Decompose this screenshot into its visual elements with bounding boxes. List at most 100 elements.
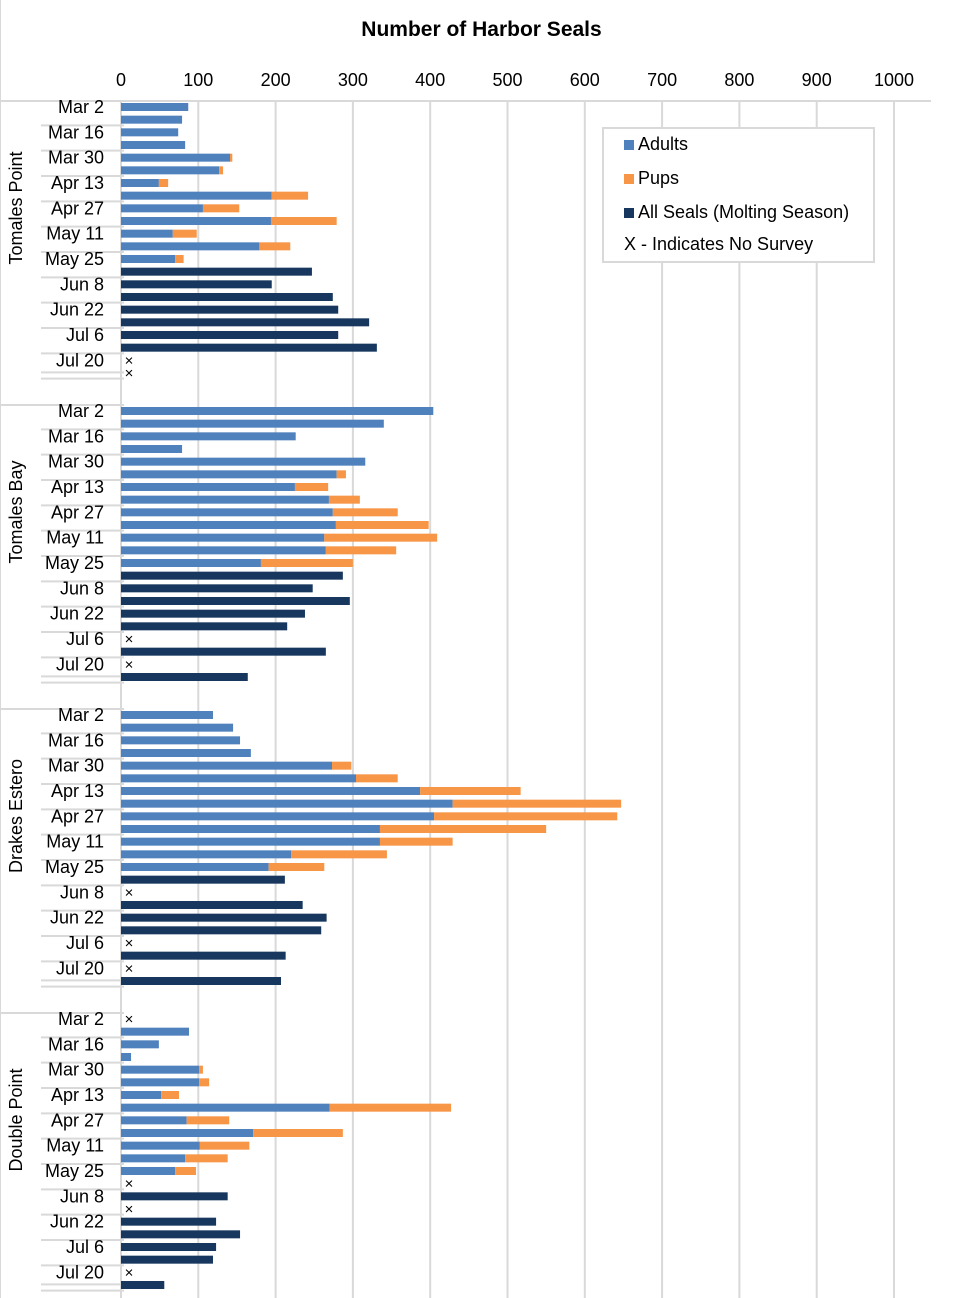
category-label: Mar 16: [48, 122, 104, 142]
bar-all-seals: [121, 267, 312, 276]
bar-all-seals: [121, 913, 327, 922]
bar-adults: [121, 774, 356, 783]
category-label: Jun 22: [50, 908, 104, 928]
bar-all-seals: [121, 293, 333, 301]
bar-adults: [121, 1040, 159, 1049]
category-label: Jul 6: [66, 629, 104, 649]
bar-all-seals: [121, 875, 285, 884]
legend-swatch-pups: [624, 173, 634, 184]
bar-pups: [202, 204, 240, 213]
bar-pups: [175, 1167, 196, 1175]
bar-adults: [121, 559, 261, 567]
category-label: Mar 2: [58, 705, 104, 725]
bar-pups: [355, 774, 398, 783]
bar-adults: [121, 255, 176, 263]
category-label: May 11: [46, 224, 104, 244]
x-tick-label: 100: [183, 70, 213, 90]
group-label: Drakes Estero: [6, 759, 26, 873]
category-label: Mar 30: [48, 452, 104, 472]
bar-adults: [121, 115, 183, 124]
bar-adults: [121, 242, 260, 251]
no-survey-marker: ×: [125, 1011, 134, 1028]
category-label: May 11: [46, 1136, 104, 1156]
chart-title: Number of Harbor Seals: [361, 18, 602, 41]
bar-pups: [270, 217, 337, 225]
group-label: Tomales Bay: [6, 460, 26, 563]
bar-adults: [121, 863, 269, 871]
legend-label: Pups: [638, 168, 680, 188]
no-survey-marker: ×: [125, 1201, 134, 1218]
x-tick-label: 700: [647, 70, 677, 90]
bar-adults: [121, 128, 179, 137]
legend-item-all-seals: All Seals (Molting Season): [624, 202, 849, 223]
bar-pups: [294, 483, 329, 491]
category-label: Mar 2: [58, 1009, 104, 1029]
bar-pups: [253, 1129, 343, 1137]
category-label: May 11: [46, 832, 104, 852]
bar-all-seals: [121, 1230, 241, 1239]
x-tick-label: 500: [492, 70, 522, 90]
bar-all-seals: [121, 1192, 228, 1201]
legend-item-pups: Pups: [624, 168, 679, 189]
bar-adults: [121, 1065, 200, 1074]
no-survey-marker: ×: [125, 352, 134, 369]
bar-adults: [121, 812, 435, 821]
no-survey-marker: ×: [125, 1264, 134, 1281]
bar-pups: [291, 850, 387, 859]
bar-adults: [121, 521, 336, 529]
legend-item-no-survey: X - Indicates No Survey: [624, 234, 813, 255]
bar-pups: [452, 799, 622, 808]
bar-pups: [328, 495, 360, 504]
category-label: Apr 27: [51, 502, 104, 522]
bar-adults: [121, 191, 272, 200]
group-label: Double Point: [6, 1068, 26, 1171]
bar-adults: [121, 470, 337, 479]
no-survey-marker: ×: [125, 960, 134, 977]
bar-pups: [185, 1154, 228, 1163]
bar-adults: [121, 1129, 254, 1137]
bar-pups: [379, 837, 453, 846]
bar-all-seals: [121, 951, 286, 960]
bar-adults: [121, 153, 230, 162]
no-survey-marker: ×: [125, 1176, 134, 1193]
no-survey-marker: ×: [125, 631, 134, 648]
bar-pups: [161, 1091, 179, 1099]
x-tick-label: 300: [338, 70, 368, 90]
bar-all-seals: [121, 280, 272, 289]
legend: Adults Pups All Seals (Molting Season) X…: [602, 127, 875, 263]
legend-label: X - Indicates No Survey: [624, 234, 814, 254]
bar-all-seals: [121, 1281, 165, 1289]
category-label: Jun 8: [60, 882, 104, 902]
bar-adults: [121, 533, 325, 542]
category-label: Jun 8: [60, 1186, 104, 1206]
category-label: Mar 30: [48, 756, 104, 776]
category-label: Jul 20: [56, 350, 104, 370]
bar-all-seals: [121, 305, 339, 314]
category-label: Jul 6: [66, 1237, 104, 1257]
category-label: May 25: [45, 1161, 104, 1181]
bar-pups: [335, 521, 429, 529]
category-label: Mar 2: [58, 401, 104, 421]
category-label: May 11: [46, 528, 104, 548]
no-survey-marker: ×: [125, 365, 134, 382]
bar-adults: [121, 419, 384, 428]
legend-swatch-adults: [624, 139, 634, 150]
bar-pups: [199, 1078, 210, 1087]
category-label: Apr 27: [51, 198, 104, 218]
category-label: Jun 22: [50, 1212, 104, 1232]
bar-adults: [121, 103, 189, 111]
x-tick-label: 1000: [874, 70, 914, 90]
bar-adults: [121, 825, 380, 833]
bar-adults: [121, 407, 434, 415]
bar-adults: [121, 495, 329, 504]
bar-adults: [121, 229, 173, 238]
bar-all-seals: [121, 343, 377, 352]
bar-pups: [260, 559, 353, 567]
bar-adults: [121, 141, 186, 149]
bar-all-seals: [121, 673, 248, 681]
category-label: Apr 13: [51, 781, 104, 801]
bar-all-seals: [121, 1217, 217, 1226]
bar-adults: [121, 546, 326, 555]
bar-pups: [336, 470, 346, 479]
